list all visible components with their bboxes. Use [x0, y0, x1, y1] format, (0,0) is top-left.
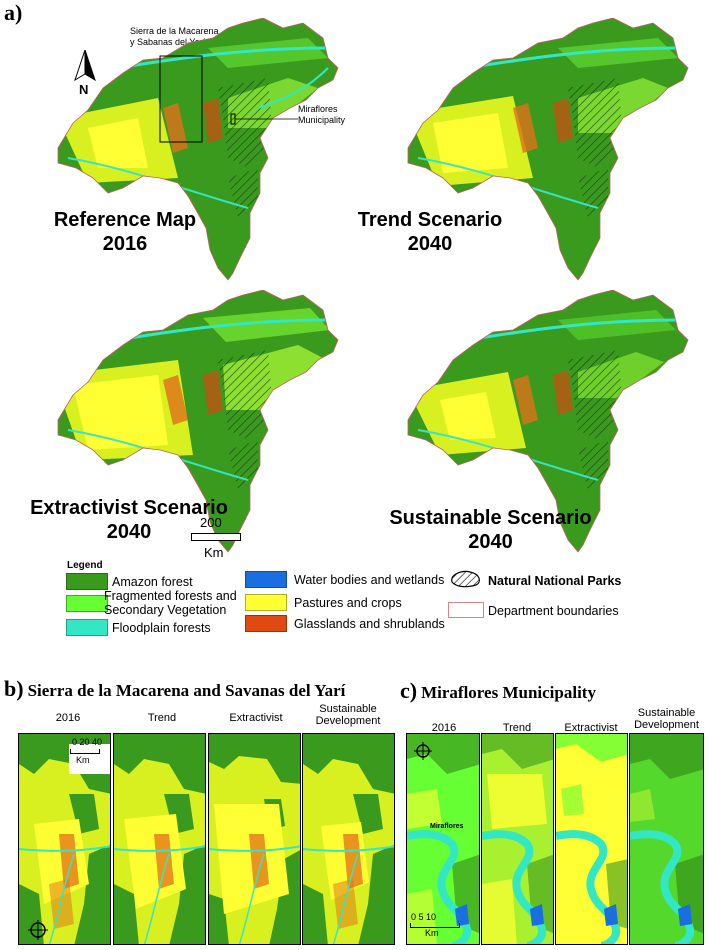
- panel-b-scale-unit: Km: [76, 755, 90, 765]
- legend-swatch-fragmented: [66, 595, 108, 612]
- panel-c-town-label: Miraflores: [430, 823, 464, 830]
- legend-label-pastures: Pastures and crops: [294, 596, 402, 610]
- panel-c-map-trend: [481, 733, 554, 945]
- panel-c-map-2016: [406, 733, 480, 945]
- panel-b-map-extractivist: [208, 733, 301, 945]
- panel-b-scale-bar: [70, 749, 100, 754]
- panel-c-scale-unit: Km: [425, 928, 439, 938]
- map-title-reference: Reference Map 2016: [53, 209, 197, 255]
- map-extractivist-2040: [28, 289, 348, 560]
- panel-b-scale-text: 0 20 40: [72, 737, 103, 747]
- panel-b-map-sustainable: [302, 733, 395, 945]
- legend-label-amazon: Amazon forest: [112, 575, 193, 589]
- legend-swatch-boundaries: [448, 602, 484, 618]
- map-reference-2016: [28, 17, 348, 288]
- map-sustainable-2040: [378, 289, 698, 560]
- scale-bar: [191, 533, 241, 541]
- panel-c-col-2016: 2016: [431, 722, 457, 734]
- panel-b-col-sustainable: Sustainable Development: [315, 703, 381, 727]
- panel-b-map-2016: [18, 733, 111, 945]
- legend-label-grasslands: Glasslands and shrublands: [294, 617, 445, 631]
- panel-c-compass-icon: [414, 742, 432, 760]
- scale-bar-value: 200: [200, 515, 222, 530]
- legend-label-fragmented: Fragmented forests and Secondary Vegetat…: [104, 589, 237, 617]
- legend-swatch-parks-icon: [448, 568, 484, 588]
- legend-swatch-amazon: [66, 573, 108, 590]
- panel-c-col-extractivist: Extractivist: [564, 722, 618, 734]
- map-title-extractivist: Extractivist Scenario 2040: [30, 497, 228, 543]
- map-trend-2040: [378, 17, 698, 288]
- panel-c-map-sustainable: [629, 733, 704, 945]
- panel-c-map-extractivist: [555, 733, 628, 945]
- inset-label-miraflores: Miraflores Municipality: [298, 104, 346, 125]
- map-title-sustainable: Sustainable Scenario 2040: [389, 507, 592, 553]
- panel-b-col-2016: 2016: [55, 712, 81, 724]
- scale-bar-unit: Km: [204, 545, 224, 560]
- legend-title: Legend: [67, 560, 103, 571]
- panel-a-letter: a): [4, 0, 23, 25]
- legend-swatch-floodplain: [66, 619, 108, 636]
- north-arrow-icon: [70, 49, 100, 100]
- legend-swatch-pastures: [245, 594, 287, 611]
- panel-b-col-trend: Trend: [147, 712, 177, 724]
- panel-b-col-extractivist: Extractivist: [229, 712, 283, 724]
- legend-label-boundaries: Department boundaries: [488, 604, 619, 618]
- legend-label-parks: Natural National Parks: [488, 574, 622, 588]
- panel-b-compass-icon: [28, 920, 48, 940]
- panel-c-col-sustainable: Sustainable Development: [634, 707, 699, 731]
- panel-c-heading: c) Miraflores Municipality: [400, 678, 596, 703]
- legend-swatch-water: [245, 571, 287, 588]
- legend-label-water: Water bodies and wetlands: [294, 573, 445, 587]
- panel-b-heading: b) Sierra de la Macarena and Savanas del…: [4, 676, 346, 701]
- legend-label-floodplain: Floodplain forests: [112, 621, 211, 635]
- panel-c-scale-bar: [410, 923, 460, 928]
- panel-b-map-trend: [113, 733, 206, 945]
- panel-c-scale-text: 0 5 10: [411, 912, 437, 922]
- panel-c-col-trend: Trend: [502, 722, 532, 734]
- legend-swatch-grasslands: [245, 615, 287, 632]
- north-label: N: [79, 82, 89, 97]
- map-title-trend: Trend Scenario 2040: [357, 209, 503, 255]
